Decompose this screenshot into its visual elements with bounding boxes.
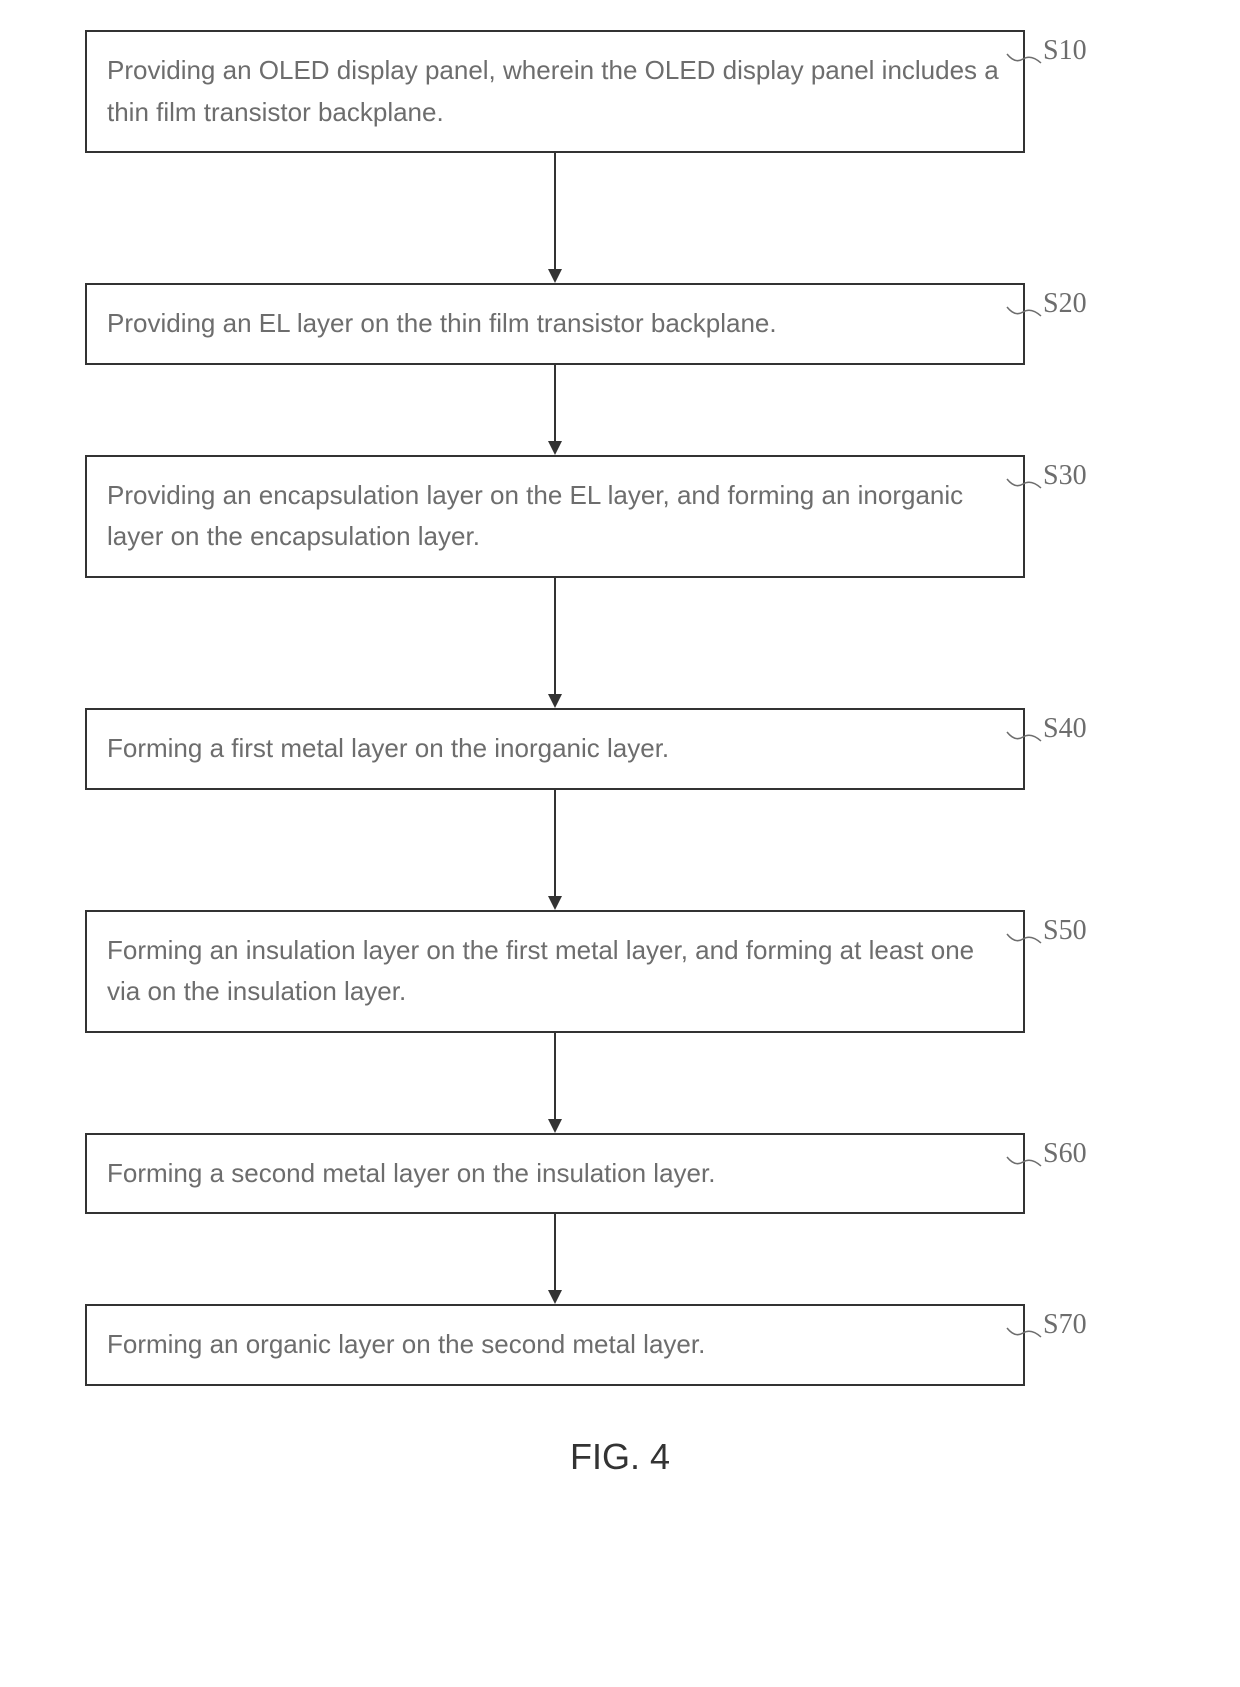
step-label-text: S30 (1043, 460, 1087, 491)
step-row: Providing an EL layer on the thin film t… (85, 283, 1240, 365)
step-row: Forming an insulation layer on the first… (85, 910, 1240, 1033)
arrow-down-icon (85, 578, 1025, 708)
wavy-connector-icon (1005, 929, 1045, 949)
step-box: Forming a first metal layer on the inorg… (85, 708, 1025, 790)
step-box: Forming an insulation layer on the first… (85, 910, 1025, 1033)
step-label-text: S70 (1043, 1309, 1087, 1340)
figure-caption: FIG. 4 (0, 1436, 1240, 1478)
step-row: Forming a second metal layer on the insu… (85, 1133, 1240, 1215)
step-label: S70 (1043, 1309, 1087, 1341)
step-label-text: S40 (1043, 713, 1087, 744)
step-box: Providing an EL layer on the thin film t… (85, 283, 1025, 365)
step-box: Forming a second metal layer on the insu… (85, 1133, 1025, 1215)
arrow-down-icon (85, 790, 1025, 910)
step-label-text: S20 (1043, 288, 1087, 319)
wavy-connector-icon (1005, 727, 1045, 747)
step-label: S20 (1043, 288, 1087, 320)
step-row: Forming an organic layer on the second m… (85, 1304, 1240, 1386)
arrow-down-icon (85, 365, 1025, 455)
step-box: Forming an organic layer on the second m… (85, 1304, 1025, 1386)
arrow-down-icon (85, 1214, 1025, 1304)
step-box: Providing an encapsulation layer on the … (85, 455, 1025, 578)
step-label: S40 (1043, 713, 1087, 745)
step-label: S30 (1043, 460, 1087, 492)
step-label-text: S50 (1043, 915, 1087, 946)
step-label-text: S60 (1043, 1138, 1087, 1169)
flowchart-container: Providing an OLED display panel, wherein… (0, 0, 1240, 1687)
step-label: S50 (1043, 915, 1087, 947)
wavy-connector-icon (1005, 474, 1045, 494)
wavy-connector-icon (1005, 302, 1045, 322)
arrow-down-icon (85, 1033, 1025, 1133)
step-row: Providing an encapsulation layer on the … (85, 455, 1240, 578)
step-row: Providing an OLED display panel, wherein… (85, 30, 1240, 153)
wavy-connector-icon (1005, 49, 1045, 69)
step-label-text: S10 (1043, 35, 1087, 66)
step-label: S60 (1043, 1138, 1087, 1170)
step-row: Forming a first metal layer on the inorg… (85, 708, 1240, 790)
wavy-connector-icon (1005, 1323, 1045, 1343)
arrow-down-icon (85, 153, 1025, 283)
step-label: S10 (1043, 35, 1087, 67)
wavy-connector-icon (1005, 1152, 1045, 1172)
step-box: Providing an OLED display panel, wherein… (85, 30, 1025, 153)
